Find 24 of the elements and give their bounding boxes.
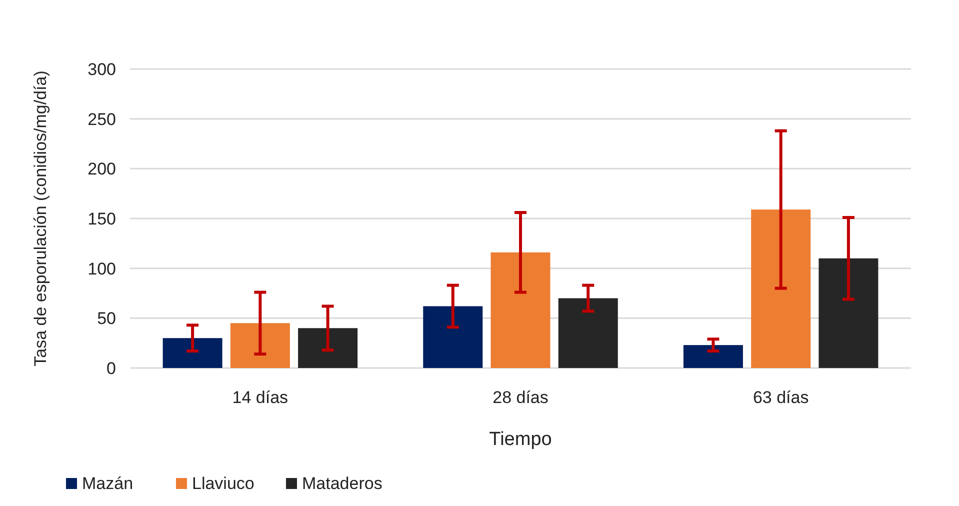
bar — [558, 298, 618, 368]
y-tick-label: 100 — [88, 259, 116, 278]
bar — [423, 306, 483, 368]
x-axis-title: Tiempo — [489, 429, 552, 450]
bar — [818, 258, 878, 368]
bar — [162, 338, 222, 368]
x-tick-label: 63 días — [752, 388, 809, 407]
y-tick-label: 250 — [88, 110, 116, 129]
y-tick-label: 150 — [88, 209, 116, 228]
x-tick-label: 28 días — [492, 388, 548, 407]
y-axis-title: Tasa de esporulación (conidios/mg/día) — [31, 70, 50, 366]
y-tick-label: 0 — [106, 358, 116, 378]
y-tick-label: 50 — [97, 309, 116, 328]
bar — [683, 345, 743, 368]
legend-label: Mataderos — [302, 474, 382, 493]
x-tick-label: 14 días — [232, 388, 288, 407]
legend-label: Mazán — [82, 474, 134, 493]
bar — [230, 323, 290, 368]
bar — [490, 252, 550, 368]
legend-label: Llaviuco — [192, 474, 254, 493]
bar — [298, 328, 358, 368]
bar — [751, 210, 811, 368]
y-tick-label: 200 — [88, 160, 116, 179]
y-tick-label: 300 — [88, 60, 116, 79]
